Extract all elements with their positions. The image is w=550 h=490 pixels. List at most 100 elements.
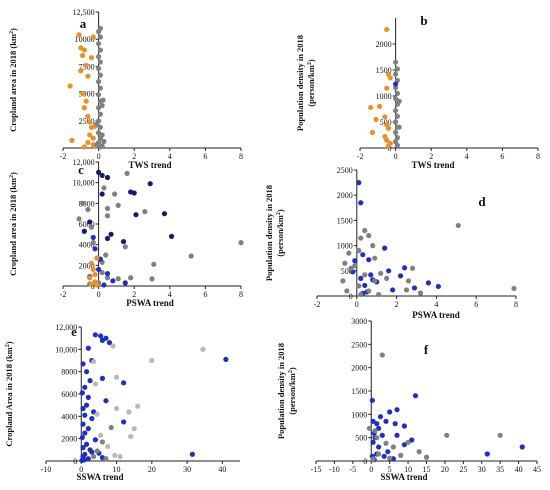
data-point bbox=[88, 281, 95, 287]
series-gray bbox=[94, 25, 107, 150]
data-point bbox=[340, 278, 346, 284]
data-point bbox=[83, 98, 89, 104]
data-point bbox=[358, 291, 364, 298]
data-point bbox=[112, 452, 118, 459]
data-point bbox=[85, 139, 91, 146]
x-tick-label: 30 bbox=[183, 465, 191, 474]
data-point bbox=[398, 452, 404, 458]
data-point bbox=[393, 119, 399, 125]
x-tick-label: 10 bbox=[113, 465, 121, 474]
data-point bbox=[416, 449, 422, 455]
data-point bbox=[384, 85, 390, 91]
series-gray bbox=[393, 59, 402, 148]
data-point bbox=[91, 453, 97, 460]
x-tick-label: 8 bbox=[239, 152, 243, 161]
y-axis-label-line1: Population density in 2018 bbox=[264, 185, 274, 281]
data-point bbox=[133, 212, 139, 218]
data-point bbox=[128, 433, 134, 440]
data-point bbox=[390, 287, 396, 293]
data-point bbox=[370, 243, 376, 249]
x-tick-label: 8 bbox=[239, 290, 243, 299]
data-point bbox=[379, 352, 385, 358]
data-point bbox=[394, 113, 400, 119]
data-point bbox=[108, 231, 114, 237]
x-tick-label: 20 bbox=[441, 465, 449, 474]
data-point bbox=[79, 434, 85, 441]
data-point bbox=[89, 415, 95, 422]
data-point bbox=[188, 253, 194, 259]
series-lightgray bbox=[91, 343, 206, 460]
data-point bbox=[358, 235, 364, 241]
data-point bbox=[394, 432, 400, 438]
y-axis-label-line2: (person/km2) bbox=[306, 59, 316, 107]
data-point bbox=[358, 200, 364, 206]
data-point bbox=[356, 283, 362, 289]
data-point bbox=[67, 83, 73, 89]
data-point bbox=[81, 47, 87, 53]
data-point bbox=[105, 443, 111, 450]
data-point bbox=[85, 426, 91, 432]
data-point bbox=[110, 343, 116, 349]
x-axis-label: TWS trend bbox=[411, 160, 454, 170]
data-point bbox=[385, 449, 391, 455]
data-point bbox=[104, 205, 111, 212]
data-point bbox=[397, 273, 404, 279]
data-point bbox=[99, 269, 105, 276]
y-tick-label: 1500 bbox=[376, 66, 392, 75]
x-tick-label: 15 bbox=[423, 465, 431, 474]
x-tick-label: -10 bbox=[329, 465, 340, 474]
data-point bbox=[374, 435, 380, 441]
y-tick-label: 2500 bbox=[351, 340, 367, 349]
data-point bbox=[124, 170, 130, 176]
x-tick-label: 0 bbox=[394, 152, 398, 161]
y-tick-label: 1500 bbox=[337, 216, 353, 225]
data-point bbox=[104, 174, 111, 181]
data-point bbox=[103, 456, 109, 462]
y-axis-label-text: Cropland area in 2018 (km2) bbox=[8, 28, 18, 132]
y-tick-label: 1000 bbox=[337, 242, 353, 251]
data-point bbox=[115, 202, 121, 208]
data-point bbox=[368, 104, 374, 111]
data-point bbox=[383, 418, 389, 424]
data-point bbox=[99, 132, 105, 138]
data-point bbox=[403, 287, 410, 293]
data-point bbox=[444, 432, 450, 438]
x-tick-label: 0 bbox=[79, 465, 83, 474]
data-point bbox=[97, 59, 103, 65]
x-tick-label: 30 bbox=[478, 465, 486, 474]
data-point bbox=[151, 261, 157, 267]
data-point bbox=[369, 397, 375, 403]
x-tick-label: -2 bbox=[314, 300, 321, 309]
panel-d: -2 0 2 4 6 8 0 500 1000 1500 2000 2500 PSWA trend Pop… bbox=[264, 166, 518, 320]
data-point bbox=[79, 52, 86, 59]
data-point bbox=[103, 252, 109, 258]
data-point bbox=[94, 121, 100, 127]
panel-e: -10 0 10 20 30 40 0 2000 4000 6000 8000 10,000 12,00… bbox=[4, 323, 240, 482]
x-tick-label: 40 bbox=[515, 465, 523, 474]
data-point bbox=[393, 71, 399, 77]
y-tick-label: 1000 bbox=[351, 410, 367, 419]
y-tick-label: 12,000 bbox=[73, 158, 95, 167]
data-point bbox=[352, 258, 358, 264]
data-point bbox=[81, 228, 87, 234]
data-point bbox=[81, 144, 87, 150]
data-point bbox=[87, 132, 93, 138]
y-tick-label: 4000 bbox=[79, 241, 95, 250]
x-tick-label: 20 bbox=[148, 465, 156, 474]
data-point bbox=[161, 211, 168, 217]
x-tick-label: 0 bbox=[369, 465, 373, 474]
data-point bbox=[425, 280, 432, 286]
y-axis-label: Cropland area in 2018 (km2) bbox=[8, 28, 18, 132]
y-tick-label: 500 bbox=[341, 267, 353, 276]
data-point bbox=[101, 282, 107, 288]
data-point bbox=[97, 111, 103, 117]
y-tick-label: 12,500 bbox=[73, 8, 95, 17]
x-axis-label: SSWA trend bbox=[76, 472, 123, 482]
data-point bbox=[87, 275, 93, 281]
series-gray bbox=[366, 352, 503, 462]
series-blue bbox=[393, 81, 399, 87]
data-point bbox=[411, 285, 418, 291]
x-tick-label: -10 bbox=[41, 465, 52, 474]
data-point bbox=[80, 405, 86, 412]
y-tick-label: 1000 bbox=[376, 92, 392, 101]
